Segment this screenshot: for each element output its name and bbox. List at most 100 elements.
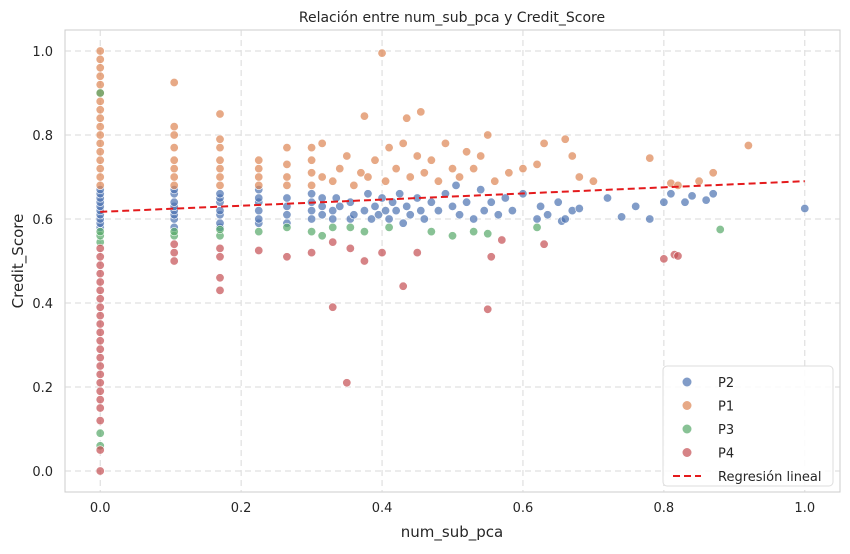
data-point-p2 [574, 204, 584, 214]
data-point-p2 [701, 195, 711, 205]
data-point-p1 [95, 71, 105, 81]
data-point-p4 [659, 254, 669, 264]
data-point-p4 [483, 304, 493, 314]
data-point-p1 [215, 155, 225, 165]
legend: P2 P1 P3 P4 Regresión lineal [662, 365, 834, 487]
data-point-p2 [543, 210, 553, 220]
data-point-p4 [215, 243, 225, 253]
y-tick-label: 0.8 [32, 129, 53, 144]
data-point-p4 [328, 302, 338, 312]
data-point-p3 [254, 227, 264, 237]
data-point-p3 [426, 227, 436, 237]
data-point-p2 [560, 214, 570, 224]
data-point-p2 [486, 197, 496, 207]
data-point-p1 [95, 180, 105, 190]
data-point-p1 [95, 105, 105, 115]
data-point-p1 [95, 54, 105, 64]
data-point-p2 [426, 197, 436, 207]
data-point-p2 [687, 191, 697, 201]
data-point-p2 [447, 201, 457, 211]
data-point-p4 [95, 277, 105, 287]
data-point-p2 [402, 201, 412, 211]
legend-marker-p4 [682, 448, 692, 457]
legend-label: Regresión lineal [718, 470, 822, 485]
data-point-p4 [95, 327, 105, 337]
data-point-p2 [307, 214, 317, 224]
data-point-p1 [317, 172, 327, 182]
data-point-p2 [370, 201, 380, 211]
data-point-p1 [169, 78, 179, 88]
data-point-p2 [433, 206, 443, 216]
data-point-p1 [588, 176, 598, 186]
data-point-p3 [447, 231, 457, 241]
data-point-p2 [680, 197, 690, 207]
x-tick-label: 0.8 [654, 501, 675, 516]
data-point-p1 [483, 130, 493, 140]
data-point-p2 [384, 214, 394, 224]
data-point-p2 [345, 197, 355, 207]
data-point-p3 [95, 88, 105, 98]
data-point-p1 [95, 172, 105, 182]
legend-label: P3 [718, 423, 734, 438]
data-point-p4 [345, 243, 355, 253]
x-tick-label: 0.2 [231, 501, 252, 516]
data-point-p2 [416, 206, 426, 216]
data-point-p1 [215, 143, 225, 153]
data-point-p4 [169, 248, 179, 258]
legend-label: P4 [718, 447, 734, 462]
data-point-p4 [95, 285, 105, 295]
data-point-p4 [95, 294, 105, 304]
data-point-p2 [800, 204, 810, 214]
data-point-p1 [169, 172, 179, 182]
data-point-p1 [412, 151, 422, 161]
legend-box [662, 365, 834, 487]
data-point-p2 [307, 189, 317, 199]
data-point-p1 [384, 143, 394, 153]
data-point-p4 [328, 237, 338, 247]
regression-line-group [100, 180, 805, 213]
data-point-p2 [377, 193, 387, 203]
data-point-p2 [395, 189, 405, 199]
data-point-p2 [659, 197, 669, 207]
data-point-p4 [486, 252, 496, 262]
data-point-p2 [328, 206, 338, 216]
data-point-p1 [215, 180, 225, 190]
data-point-p4 [95, 302, 105, 312]
data-point-p3 [95, 227, 105, 237]
data-point-p1 [254, 155, 264, 165]
data-point-p1 [215, 109, 225, 119]
x-tick-label: 0.4 [372, 501, 393, 516]
data-point-p4 [215, 273, 225, 283]
data-point-p2 [317, 201, 327, 211]
data-point-p1 [708, 168, 718, 178]
data-point-p1 [254, 172, 264, 182]
data-point-p1 [95, 96, 105, 106]
data-point-p1 [363, 172, 373, 182]
data-point-p1 [95, 130, 105, 140]
data-point-p1 [95, 147, 105, 157]
data-point-p4 [95, 260, 105, 270]
data-point-p1 [169, 180, 179, 190]
data-point-p4 [169, 256, 179, 266]
data-point-p1 [349, 180, 359, 190]
data-point-p4 [95, 386, 105, 396]
data-point-p4 [95, 361, 105, 371]
data-point-p1 [370, 155, 380, 165]
data-point-p2 [328, 214, 338, 224]
data-point-p4 [398, 281, 408, 291]
data-point-p4 [254, 246, 264, 256]
data-point-p2 [282, 193, 292, 203]
data-point-p2 [363, 189, 373, 199]
data-point-p3 [384, 222, 394, 232]
data-point-p2 [359, 206, 369, 216]
data-point-p3 [469, 227, 479, 237]
data-point-p1 [215, 172, 225, 182]
data-point-p1 [254, 164, 264, 174]
y-tick-label: 0.0 [32, 465, 53, 480]
data-point-p1 [215, 164, 225, 174]
data-point-p1 [381, 176, 391, 186]
legend-marker-p1 [682, 401, 692, 410]
data-point-p1 [391, 164, 401, 174]
data-point-p2 [254, 214, 264, 224]
